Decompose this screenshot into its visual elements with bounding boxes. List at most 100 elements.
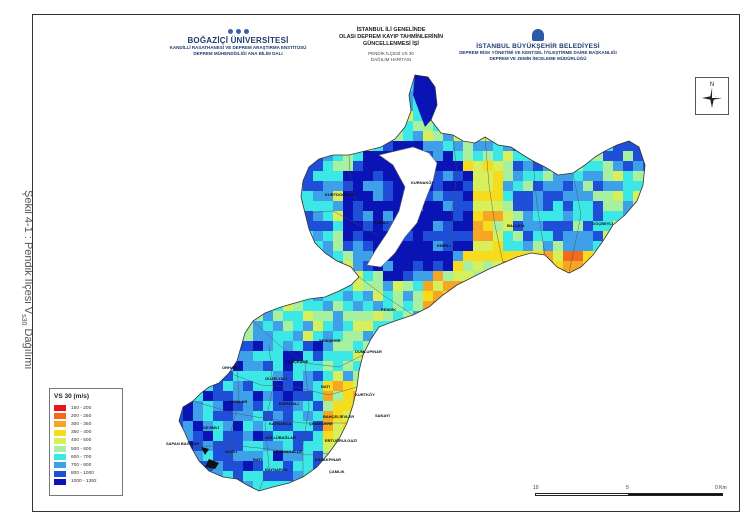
coastline-islands [201, 447, 219, 469]
vs30-cell [373, 471, 383, 481]
vs30-cell [273, 371, 283, 381]
vs30-cell [483, 291, 493, 301]
vs30-cell [483, 121, 493, 131]
vs30-cell [203, 171, 213, 181]
vs30-cell [583, 91, 593, 101]
vs30-cell [613, 201, 623, 211]
vs30-cell [253, 351, 263, 361]
vs30-cell [443, 75, 453, 81]
vs30-cell [303, 301, 313, 311]
vs30-cell [473, 431, 483, 441]
vs30-cell [213, 451, 223, 461]
vs30-cell [273, 331, 283, 341]
vs30-cell [313, 301, 323, 311]
vs30-cell [183, 451, 193, 461]
vs30-cell [223, 461, 233, 471]
vs30-cell [333, 211, 343, 221]
vs30-cell [613, 221, 623, 231]
vs30-cell [373, 221, 383, 231]
vs30-cell [263, 331, 273, 341]
vs30-cell [183, 331, 193, 341]
vs30-cell [613, 171, 623, 181]
vs30-cell [193, 261, 203, 271]
vs30-cell [423, 431, 433, 441]
vs30-cell [423, 351, 433, 361]
vs30-cell [523, 381, 533, 391]
vs30-cell [293, 431, 303, 441]
vs30-cell [443, 381, 453, 391]
vs30-cell [493, 261, 503, 271]
vs30-cell [463, 241, 473, 251]
vs30-cell [573, 441, 583, 451]
vs30-cell [223, 311, 233, 321]
vs30-cell [183, 371, 193, 381]
vs30-cell [353, 81, 363, 91]
vs30-cell [253, 241, 263, 251]
vs30-cell [393, 271, 403, 281]
vs30-cell [473, 91, 483, 101]
vs30-cell [273, 101, 283, 111]
vs30-cell [623, 101, 633, 111]
vs30-cell [179, 211, 183, 221]
vs30-cell [543, 181, 553, 191]
vs30-cell [443, 361, 453, 371]
vs30-cell [333, 491, 343, 501]
vs30-cell [403, 131, 413, 141]
vs30-cell [283, 291, 293, 301]
university-logo-icon [163, 29, 313, 34]
vs30-cell [523, 471, 533, 481]
vs30-cell [403, 351, 413, 361]
vs30-cell [593, 321, 603, 331]
vs30-cell [253, 331, 263, 341]
vs30-cell [283, 131, 293, 141]
vs30-cell [433, 181, 443, 191]
vs30-cell [243, 421, 253, 431]
vs30-cell [583, 351, 593, 361]
vs30-cell [233, 361, 243, 371]
vs30-cell [373, 361, 383, 371]
vs30-cell [293, 331, 303, 341]
vs30-cell [553, 191, 563, 201]
vs30-cell [363, 231, 373, 241]
vs30-cell [223, 391, 233, 401]
vs30-cell [453, 321, 463, 331]
vs30-cell [633, 181, 643, 191]
vs30-cell [623, 201, 633, 211]
vs30-cell [513, 491, 523, 501]
vs30-cell [363, 431, 373, 441]
vs30-cell [283, 361, 293, 371]
vs30-cell [253, 221, 263, 231]
vs30-cell [483, 151, 493, 161]
vs30-cell [403, 381, 413, 391]
vs30-cell [373, 281, 383, 291]
vs30-cell [613, 261, 623, 271]
vs30-cell [213, 311, 223, 321]
vs30-cell [523, 461, 533, 471]
vs30-cell [623, 431, 633, 441]
scale-label-left: 10 [533, 485, 539, 491]
vs30-cell [503, 171, 513, 181]
vs30-cell [313, 411, 323, 421]
vs30-cell [363, 291, 373, 301]
vs30-cell [303, 441, 313, 451]
vs30-cell [313, 421, 323, 431]
vs30-cell [343, 411, 353, 421]
scale-label-mid: 5 [626, 485, 629, 491]
vs30-cell [483, 351, 493, 361]
vs30-cell [473, 421, 483, 431]
vs30-cell [313, 81, 323, 91]
vs30-cell [283, 321, 293, 331]
vs30-cell [253, 151, 263, 161]
vs30-cell [443, 351, 453, 361]
vs30-cell [373, 181, 383, 191]
vs30-cell [483, 231, 493, 241]
vs30-cell [263, 491, 273, 501]
vs30-cell [593, 371, 603, 381]
vs30-cell [183, 381, 193, 391]
vs30-cell [233, 171, 243, 181]
vs30-cell [253, 371, 263, 381]
vs30-cell [533, 231, 543, 241]
vs30-cell [433, 171, 443, 181]
vs30-cell [293, 341, 303, 351]
vs30-cell [213, 371, 223, 381]
